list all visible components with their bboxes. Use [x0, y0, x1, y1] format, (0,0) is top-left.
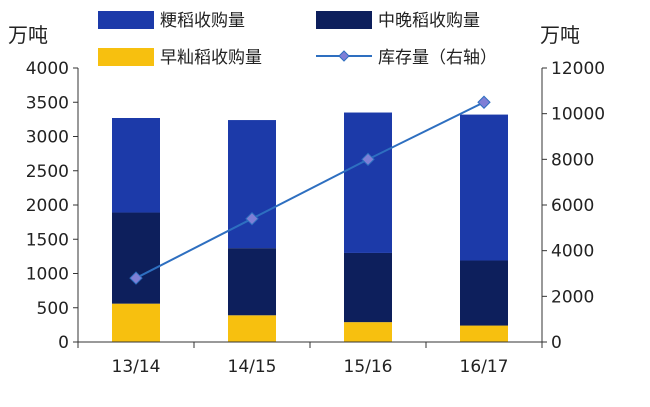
bar-segment: [344, 252, 392, 323]
left-tick-label: 1500: [26, 230, 69, 250]
left-tick-label: 0: [58, 333, 69, 353]
x-tick-label: 15/16: [344, 357, 393, 377]
legend-label: 粳稻收购量: [160, 11, 245, 31]
stock-line-path: [135, 101, 485, 279]
bar-segment: [112, 118, 160, 213]
right-tick-label: 4000: [551, 242, 594, 262]
right-tick-label: 2000: [551, 287, 594, 307]
left-tick-label: 500: [37, 299, 69, 319]
left-tick-label: 3000: [26, 128, 69, 148]
legend-label: 中晚稻收购量: [378, 11, 480, 31]
legend-swatch: [316, 11, 372, 29]
left-axis-unit: 万吨: [8, 23, 48, 47]
stock-line-marker: [361, 152, 375, 167]
x-tick-label: 16/17: [460, 357, 509, 377]
bar-segment: [112, 212, 160, 304]
right-tick-label: 0: [551, 333, 562, 353]
left-tick-label: 3500: [26, 93, 69, 113]
legend-swatch: [98, 48, 154, 66]
bar-segment: [112, 303, 160, 342]
bar-segment: [228, 315, 276, 342]
left-tick-label: 2500: [26, 162, 69, 182]
x-tick-label: 13/14: [112, 357, 161, 377]
stock-line: [129, 95, 491, 285]
right-axis-unit: 万吨: [540, 23, 580, 47]
left-tick-label: 2000: [26, 196, 69, 216]
bar-segment: [460, 114, 508, 261]
bars: [112, 112, 508, 342]
right-tick-label: 12000: [551, 59, 605, 79]
bar-segment: [460, 325, 508, 342]
legend-label: 库存量（右轴）: [378, 48, 497, 68]
bar-segment: [344, 322, 392, 342]
left-tick-label: 4000: [26, 59, 69, 79]
axes: 0 500 1000 1500 2000 2500 3000 3500 4000 0 2000 400…: [26, 59, 605, 377]
right-tick-label: 10000: [551, 105, 605, 125]
legend-swatch: [98, 11, 154, 29]
bar-segment: [228, 248, 276, 316]
right-tick-label: 6000: [551, 196, 594, 216]
stock-line-marker: [477, 95, 491, 109]
bar-segment: [460, 260, 508, 326]
stock-line-marker: [129, 271, 143, 285]
x-tick-label: 14/15: [228, 357, 277, 377]
right-tick-label: 8000: [551, 150, 594, 170]
legend-swatch-marker: [338, 50, 350, 62]
bar-segment: [344, 112, 392, 253]
bar-segment: [228, 120, 276, 249]
left-tick-label: 1000: [26, 265, 69, 285]
stock-line-marker: [245, 211, 259, 226]
legend-label: 早籼稻收购量: [160, 48, 262, 68]
